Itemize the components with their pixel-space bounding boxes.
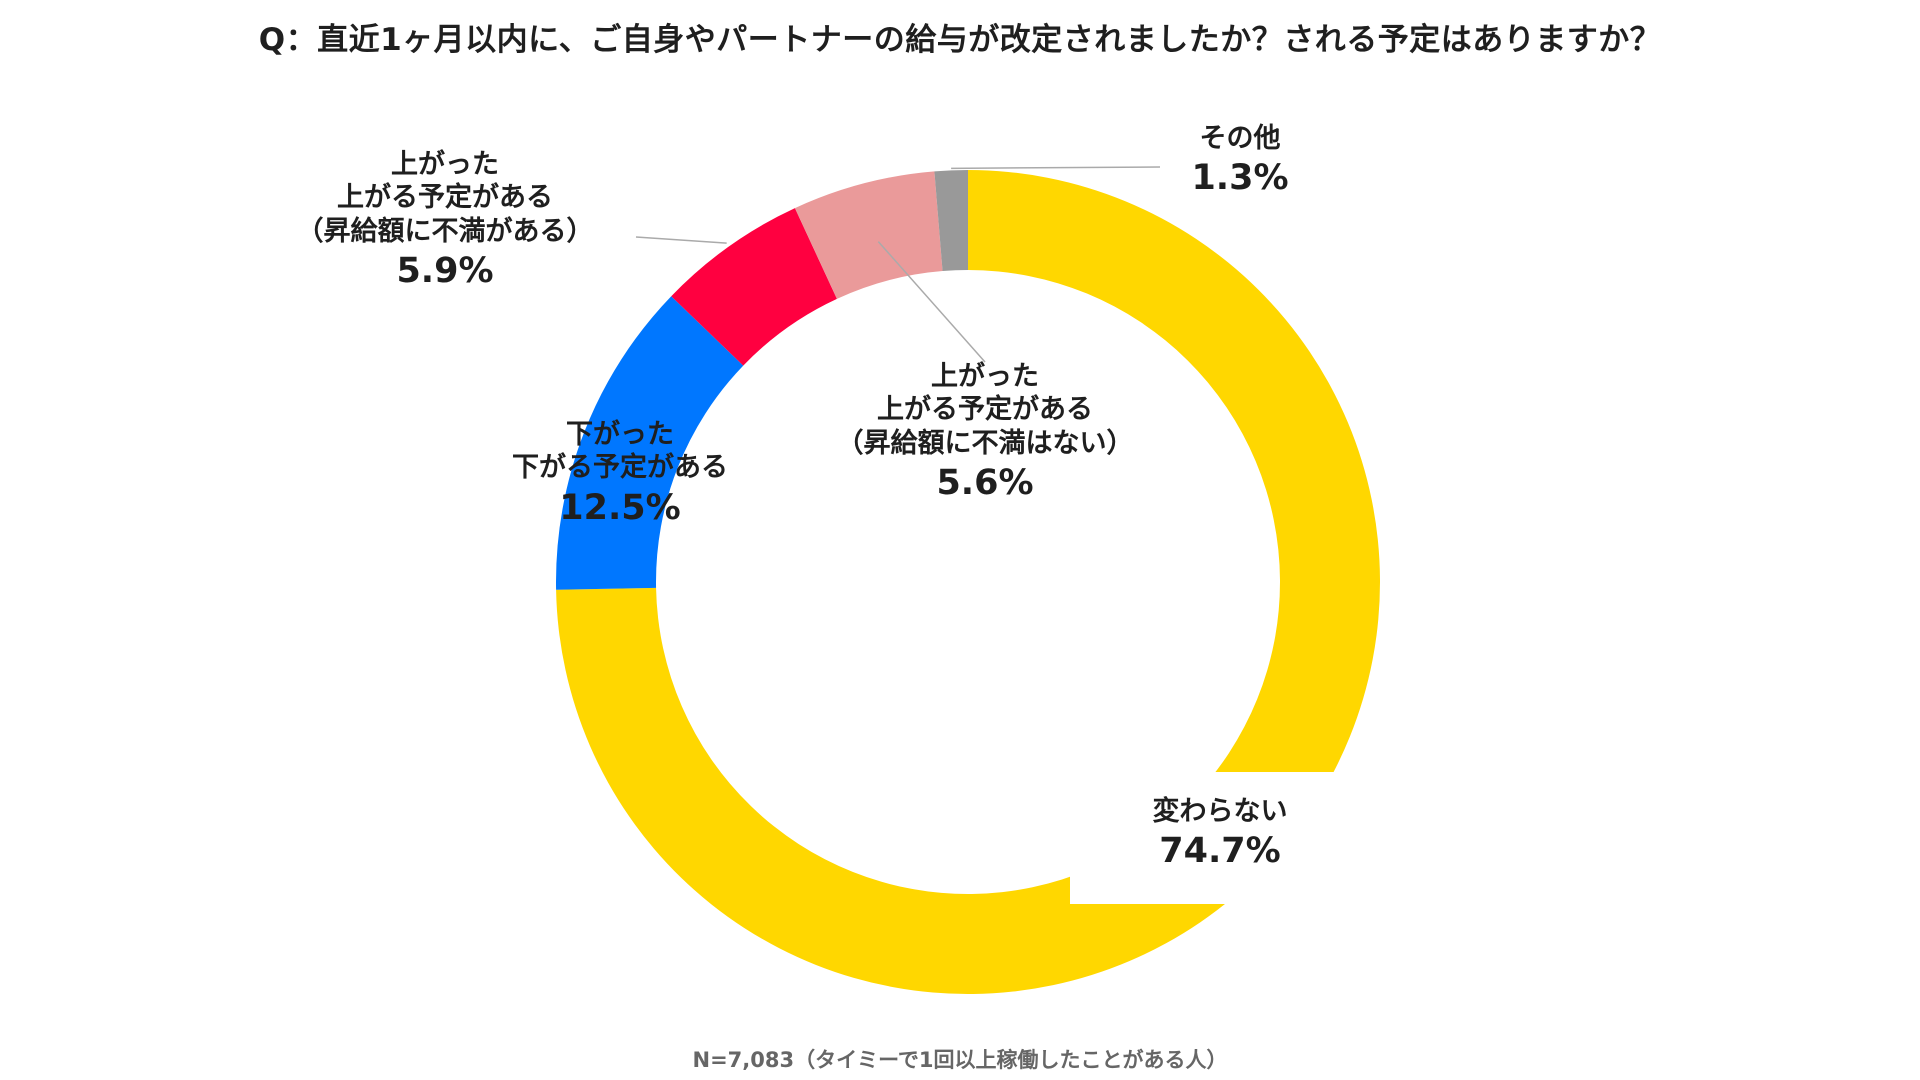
label-raised-dissatisfied-line2: 上がる予定がある — [337, 182, 553, 214]
label-decreased-line1: 下がった — [566, 419, 674, 450]
label-raised-satisfied-value: 5.6% — [936, 463, 1034, 504]
label-raised-dissatisfied: 上がった 上がる予定がある （昇給額に不満がある） 5.9% — [255, 148, 635, 294]
leader-line-other — [951, 166, 1161, 170]
label-raised-satisfied-line1: 上がった — [931, 361, 1039, 392]
sample-size-footnote: N=7,083（タイミーで1回以上稼働したことがある人） — [692, 1048, 1228, 1072]
label-decreased: 下がった 下がる予定がある 12.5% — [480, 418, 760, 530]
label-decreased-value: 12.5% — [559, 487, 681, 528]
label-no-change: 変わらない 74.7% — [1130, 795, 1310, 874]
label-no-change-text: 変わらない — [1152, 796, 1288, 827]
leader-line-raised-satisfied — [877, 241, 986, 363]
label-raised-satisfied-line2: 上がる予定がある — [877, 394, 1093, 426]
leader-line-raised-dissatisfied — [635, 236, 727, 244]
label-no-change-value: 74.7% — [1159, 831, 1281, 872]
donut-slices — [556, 170, 1380, 994]
label-raised-satisfied: 上がった 上がる予定がある （昇給額に不満はない） 5.6% — [800, 360, 1170, 506]
chart-title: Q：直近1ヶ月以内に、ご自身やパートナーの給与が改定されましたか？される予定はあ… — [258, 22, 1662, 58]
label-decreased-line2: 下がる予定がある — [512, 452, 728, 484]
label-other: その他 1.3% — [1160, 122, 1320, 201]
label-raised-dissatisfied-line1: 上がった — [391, 149, 499, 180]
slice-other — [934, 170, 968, 272]
slice-raised-satisfied — [794, 171, 943, 299]
slice-decreased — [556, 296, 744, 590]
label-raised-dissatisfied-value: 5.9% — [396, 251, 494, 292]
label-raised-dissatisfied-line3: （昇給額に不満がある） — [296, 215, 594, 247]
label-other-text: その他 — [1199, 123, 1281, 154]
label-other-value: 1.3% — [1191, 158, 1289, 199]
label-raised-satisfied-line3: （昇給額に不満はない） — [836, 427, 1134, 459]
label-no-change-backing — [1070, 772, 1370, 904]
slice-raised-dissatisfied — [671, 208, 837, 366]
leader-lines — [635, 166, 1161, 363]
